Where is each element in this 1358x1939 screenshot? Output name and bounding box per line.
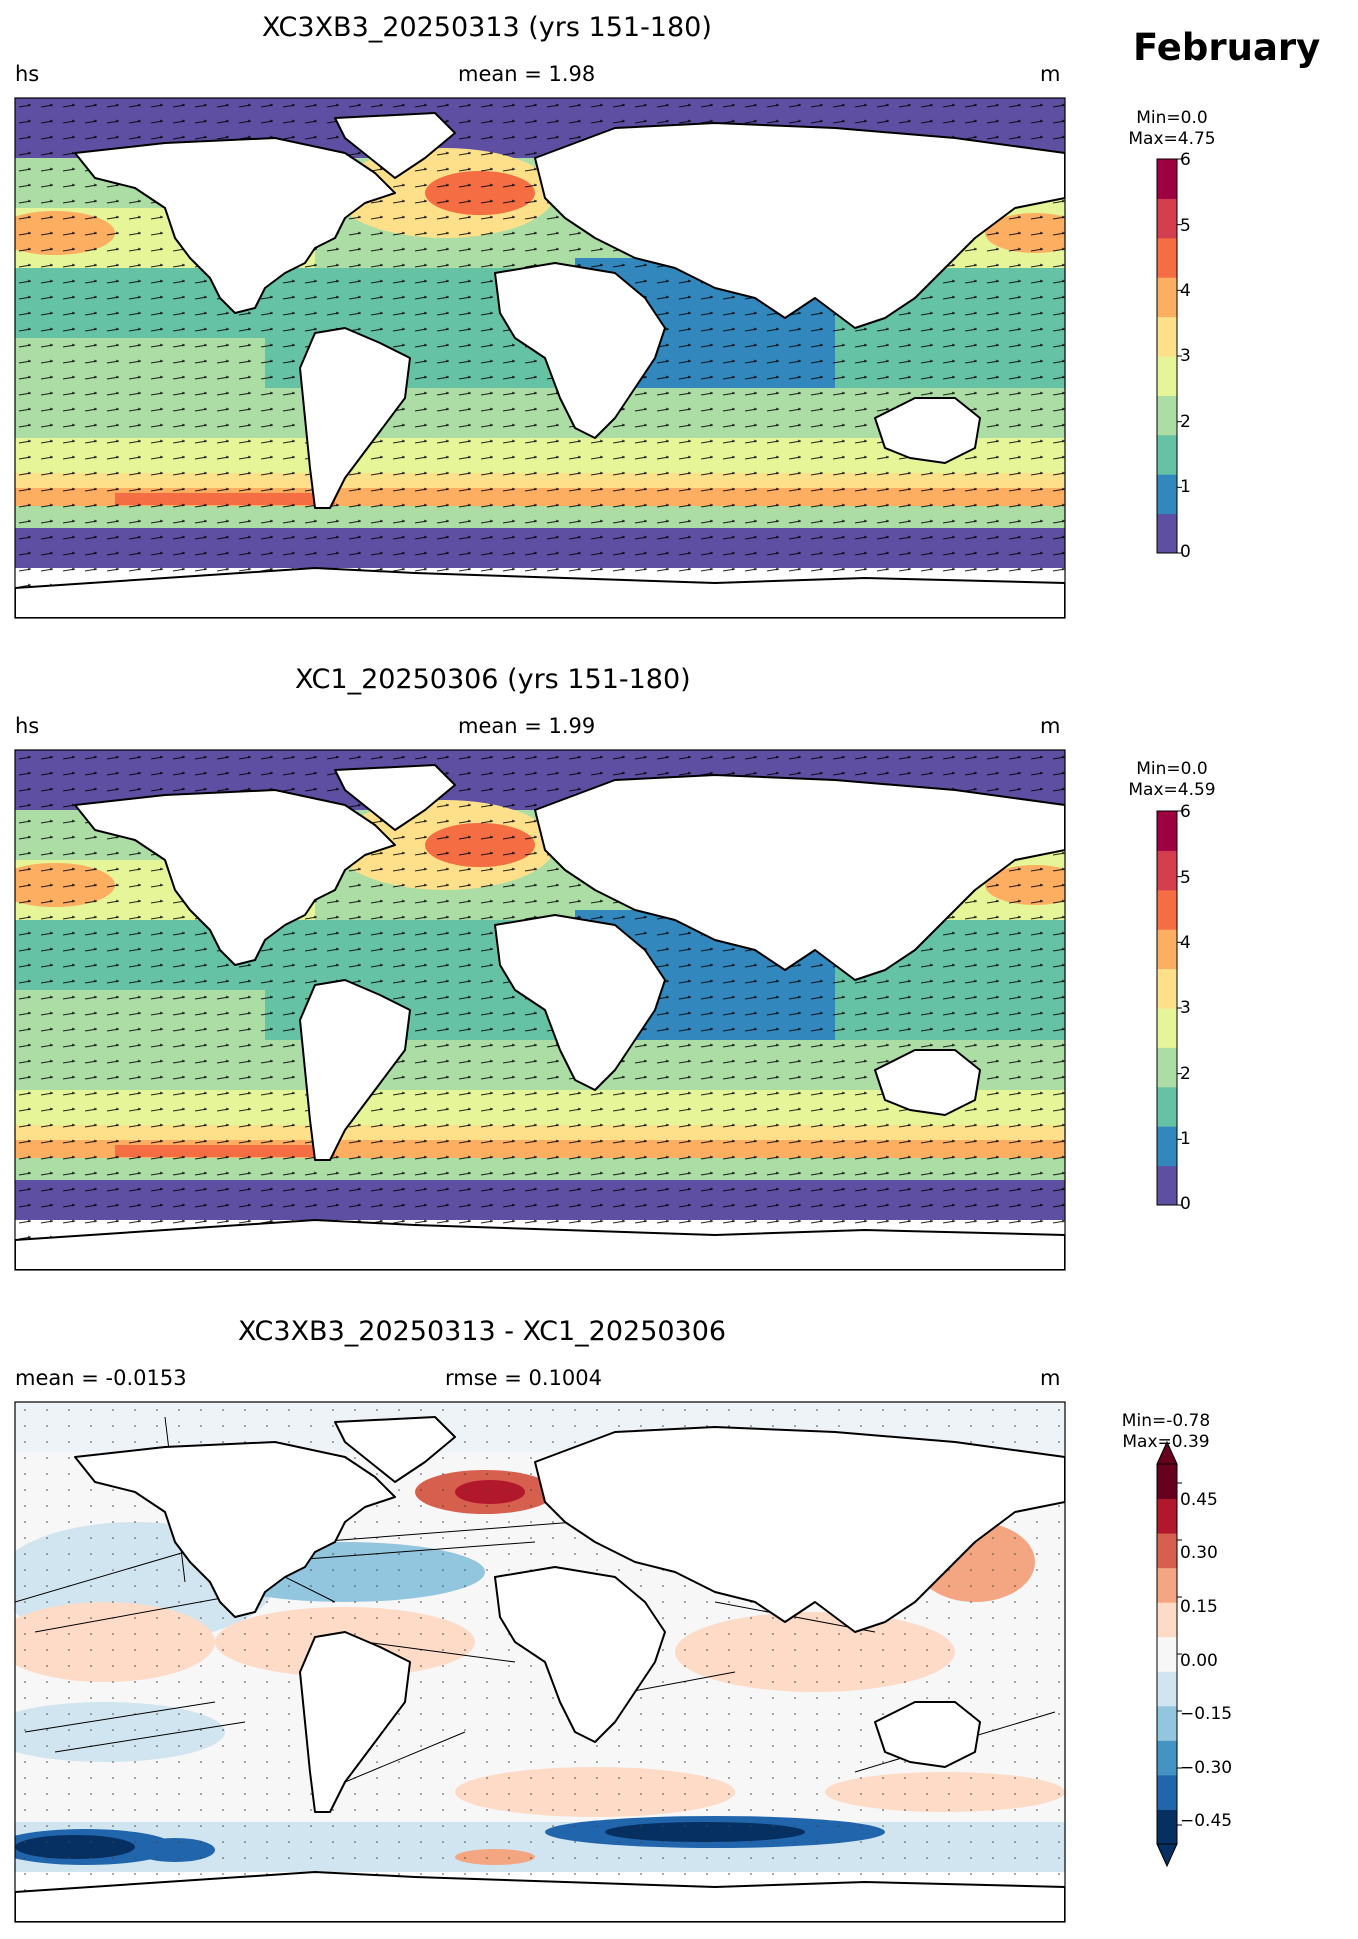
panel3-rmse-label: rmse = 0.1004 [445, 1366, 603, 1390]
colorbar-segment [1157, 850, 1177, 891]
colorbar-segment [1157, 968, 1177, 1009]
cb3-tick: 0.00 [1180, 1651, 1218, 1671]
colorbar-segment [1157, 1809, 1177, 1845]
panel2-colorbar [1156, 810, 1182, 1206]
colorbar-segment [1157, 474, 1177, 515]
panel1-max-label: Max=4.75 [1128, 129, 1216, 149]
colorbar-segment [1157, 395, 1177, 436]
colorbar-segment [1157, 356, 1177, 396]
panel2-min-label: Min=0.0 [1136, 759, 1208, 779]
colorbar-segment [1157, 811, 1177, 851]
cb2-tick: 2 [1180, 1064, 1191, 1084]
cb2-tick: 0 [1180, 1194, 1191, 1214]
cb1-tick: 1 [1180, 477, 1191, 497]
cb1-tick: 3 [1180, 346, 1191, 366]
cb2-tick: 1 [1180, 1129, 1191, 1149]
cb3-tick: 0.30 [1180, 1543, 1218, 1563]
colorbar-segment [1157, 198, 1177, 239]
panel3-colorbar [1156, 1440, 1182, 1868]
colorbar-segment [1157, 1671, 1177, 1707]
colorbar-segment [1157, 1086, 1177, 1127]
cb1-tick: 4 [1180, 281, 1191, 301]
panel3-title: XC3XB3_20250313 - XC1_20250306 [238, 1316, 727, 1347]
colorbar-segment [1157, 1740, 1177, 1776]
panel3-map [15, 1402, 1065, 1922]
colorbar-segment [1157, 1464, 1177, 1500]
cb1-tick: 5 [1180, 216, 1191, 236]
cb2-tick: 6 [1180, 802, 1191, 822]
cb3-tick: −0.45 [1180, 1811, 1233, 1831]
panel1-variable-label: hs [15, 62, 40, 86]
colorbar-segment [1157, 1498, 1177, 1534]
panel3-mean-label: mean = -0.0153 [15, 1366, 187, 1390]
colorbar-segment [1157, 1705, 1177, 1741]
colorbar-segment [1157, 1636, 1177, 1672]
panel1-min-label: Min=0.0 [1136, 108, 1208, 128]
panel1-units-label: m [1040, 62, 1061, 86]
colorbar-segment [1157, 1047, 1177, 1088]
cb3-tick: 0.45 [1180, 1490, 1218, 1510]
colorbar-segment [1157, 277, 1177, 318]
panel2-map [15, 750, 1065, 1270]
panel3-min-label: Min=-0.78 [1121, 1411, 1211, 1431]
colorbar-segment [1157, 316, 1177, 357]
colorbar-segment [1157, 1126, 1177, 1167]
colorbar-segment [1157, 1774, 1177, 1810]
cb2-tick: 4 [1180, 933, 1191, 953]
cb2-tick: 5 [1180, 868, 1191, 888]
colorbar-segment [1157, 889, 1177, 930]
cb3-tick: −0.30 [1180, 1758, 1233, 1778]
panel2-max-label: Max=4.59 [1128, 780, 1216, 800]
panel1-title: XC3XB3_20250313 (yrs 151-180) [262, 12, 712, 43]
panel3-max-label: Max=0.39 [1122, 1432, 1210, 1452]
panel1-map [15, 98, 1065, 618]
panel2-mean-label: mean = 1.99 [458, 714, 596, 738]
panel1-colorbar [1156, 158, 1182, 554]
cb3-tick: 0.15 [1180, 1597, 1218, 1617]
cb1-tick: 2 [1180, 412, 1191, 432]
colorbar-segment [1157, 1008, 1177, 1048]
colorbar-segment [1157, 1602, 1177, 1638]
colorbar-segment [1157, 434, 1177, 475]
colorbar-segment [1157, 1165, 1177, 1206]
colorbar-segment [1157, 513, 1177, 554]
panel2-units-label: m [1040, 714, 1061, 738]
cb3-tick: −0.15 [1180, 1704, 1233, 1724]
cb2-tick: 3 [1180, 998, 1191, 1018]
cb1-tick: 6 [1180, 150, 1191, 170]
colorbar-segment [1157, 929, 1177, 970]
colorbar-segment [1157, 1567, 1177, 1603]
cb1-tick: 0 [1180, 542, 1191, 562]
panel3-units-label: m [1040, 1366, 1061, 1390]
colorbar-extend-max [1156, 1440, 1178, 1465]
colorbar-segment [1157, 1533, 1177, 1569]
colorbar-extend-min [1156, 1843, 1178, 1868]
month-label: February [1133, 26, 1321, 69]
colorbar-segment [1157, 159, 1177, 199]
panel1-mean-label: mean = 1.98 [458, 62, 596, 86]
panel2-title: XC1_20250306 (yrs 151-180) [295, 664, 691, 695]
colorbar-segment [1157, 237, 1177, 278]
panel2-variable-label: hs [15, 714, 40, 738]
